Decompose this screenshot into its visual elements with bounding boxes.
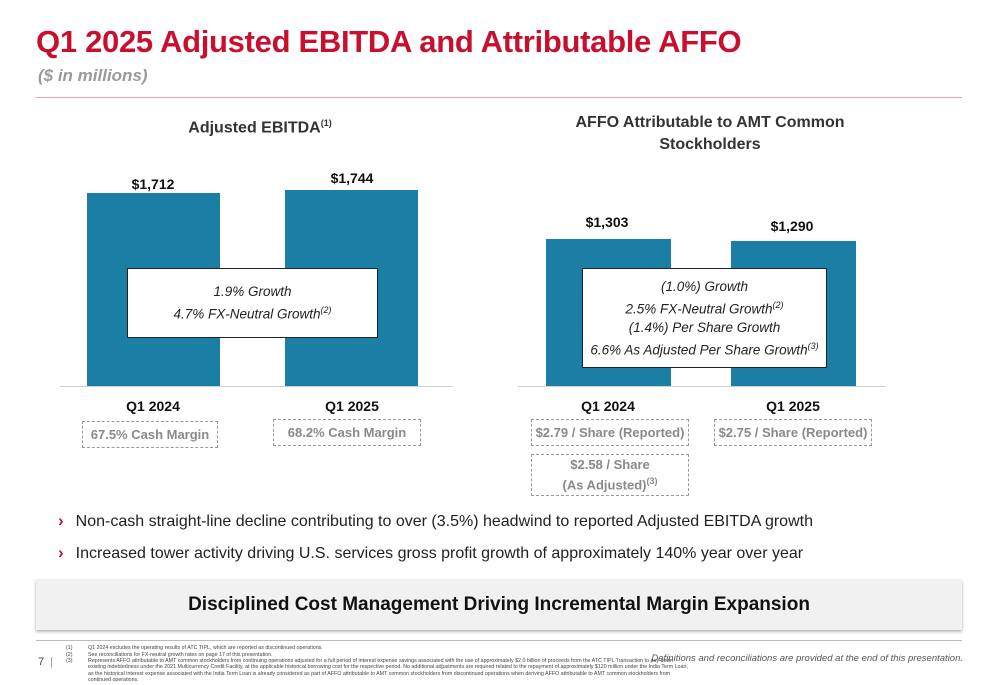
footnote-text: Q1 2024 excludes the operating results o… (88, 645, 323, 651)
page-number-separator: | (50, 656, 53, 668)
page-number-value: 7 (38, 656, 45, 668)
affo-adjusted-growth-value: 6.6% As Adjusted Per Share Growth (590, 342, 808, 358)
ebitda-growth-box: 1.9% Growth 4.7% FX-Neutral Growth(2) (127, 268, 378, 338)
bullet-item: › Increased tower activity driving U.S. s… (58, 543, 803, 563)
affo-adjusted-footnote: (3) (807, 341, 819, 351)
affo-fx-footnote: (2) (772, 299, 784, 310)
ebitda-axis (60, 386, 453, 387)
affo-fx-growth-text: 2.5% FX-Neutral Growth(2) (583, 296, 826, 319)
footnote-number: (1) (66, 645, 73, 651)
page-title: Q1 2025 Adjusted EBITDA and Attributable… (36, 24, 742, 59)
affo-adjusted-growth-text: 6.6% As Adjusted Per Share Growth(3) (583, 337, 826, 360)
ebitda-category-label: Q1 2025 (325, 398, 379, 414)
affo-growth-box: (1.0%) Growth 2.5% FX-Neutral Growth(2) … (582, 268, 827, 368)
affo-value-label: $1,290 (770, 218, 814, 234)
affo-chart-title: AFFO Attributable to AMT Common Stockhol… (560, 112, 860, 156)
ebitda-growth-text: 1.9% Growth (213, 284, 292, 300)
affo-fx-growth-value: 2.5% FX-Neutral Growth (625, 301, 773, 316)
ebitda-margin-q1-2024: 67.5% Cash Margin (82, 421, 218, 448)
ebitda-margin-q1-2025: 68.2% Cash Margin (273, 419, 421, 446)
ebitda-value-label: $1,712 (131, 176, 175, 192)
affo-adjusted-label: (As Adjusted)(3) (532, 473, 688, 493)
footnote-text: Represents AFFO attributable to AMT comm… (88, 658, 688, 684)
affo-title-line: AFFO Attributable to AMT Common (575, 114, 845, 131)
footer-divider (36, 640, 962, 641)
chevron-right-icon: › (58, 511, 64, 530)
affo-category-label: Q1 2024 (581, 398, 635, 414)
ebitda-title-footnote: (1) (320, 118, 332, 128)
bullet-text: Non-cash straight-line decline contribut… (75, 513, 813, 530)
affo-adjusted-label-footnote: (3) (646, 476, 658, 487)
page-subtitle: ($ in millions) (38, 66, 148, 85)
key-takeaway-banner: Disciplined Cost Management Driving Incr… (36, 580, 962, 630)
footnote-number: (2) (66, 651, 73, 658)
affo-per-share-q1-2025: $2.75 / Share (Reported) (714, 419, 872, 446)
affo-adjusted-per-share-value: $2.58 / Share (570, 457, 650, 473)
affo-adjusted-label-text: (As Adjusted) (562, 477, 647, 493)
ebitda-chart-title: Adjusted EBITDA(1) (100, 112, 420, 139)
affo-adjusted-per-share-box: $2.58 / Share (As Adjusted)(3) (531, 454, 689, 496)
definitions-note: Definitions and reconciliations are prov… (651, 653, 963, 664)
ebitda-category-label: Q1 2024 (126, 398, 180, 414)
ebitda-fx-growth-value: 4.7% FX-Neutral Growth (173, 306, 321, 322)
affo-per-share-q1-2024: $2.79 / Share (Reported) (531, 419, 689, 446)
page-number: 7 | (38, 656, 53, 668)
affo-axis (518, 386, 886, 387)
affo-value-label: $1,303 (585, 214, 629, 230)
footnote-number: (3) (66, 658, 73, 664)
affo-growth-text: (1.0%) Growth (660, 278, 749, 294)
affo-title-line: Stockholders (659, 136, 761, 153)
ebitda-fx-growth-text: 4.7% FX-Neutral Growth(2) (128, 301, 377, 324)
affo-category-label: Q1 2025 (766, 398, 820, 414)
footnote-text: See reconciliations for FX-neutral growt… (88, 651, 273, 658)
chevron-right-icon: › (58, 543, 64, 562)
ebitda-fx-footnote: (2) (320, 305, 332, 316)
title-divider (36, 97, 962, 98)
ebitda-title-text: Adjusted EBITDA (188, 119, 321, 137)
affo-per-share-growth-text: (1.4%) Per Share Growth (628, 320, 781, 335)
ebitda-value-label: $1,744 (330, 170, 374, 186)
bullet-item: › Non-cash straight-line decline contribu… (58, 511, 813, 531)
bullet-text: Increased tower activity driving U.S. se… (75, 545, 804, 562)
